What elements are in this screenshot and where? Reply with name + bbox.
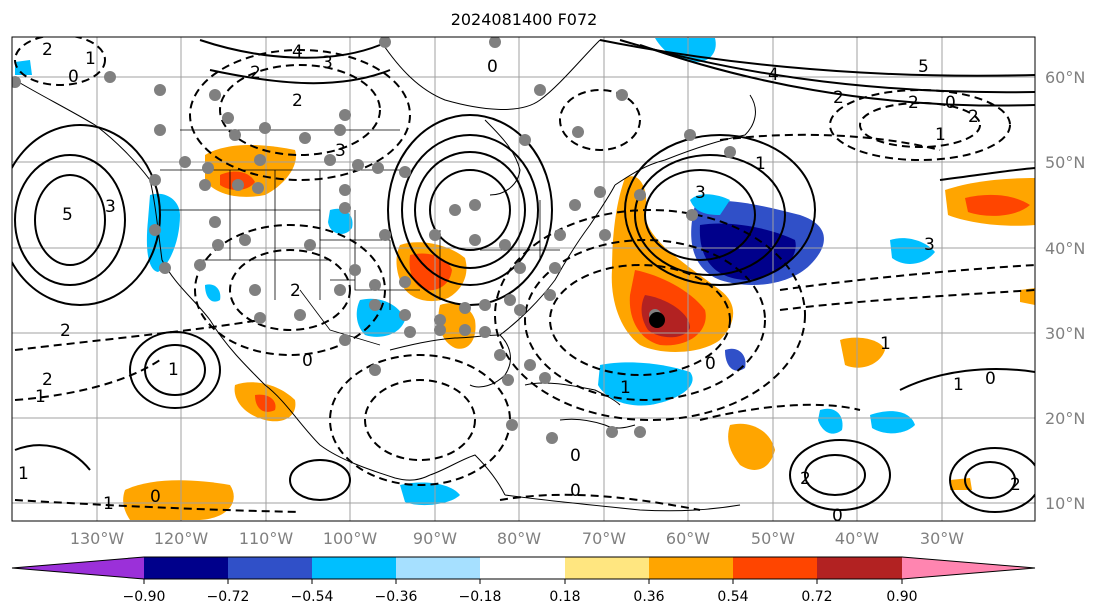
contour-label: 2 bbox=[60, 321, 71, 341]
lat-label: 60°N bbox=[1045, 68, 1085, 87]
contour-label: 1 bbox=[880, 334, 891, 354]
contour-label: 0 bbox=[570, 481, 581, 501]
contour-label: 0 bbox=[985, 369, 996, 389]
contour-label: 0 bbox=[150, 487, 161, 507]
colorbar-tick: −0.36 bbox=[375, 589, 418, 605]
contour-label: 0 bbox=[487, 57, 498, 77]
dashed-contours bbox=[14, 37, 1035, 513]
colorbar-tick: −0.90 bbox=[123, 589, 166, 605]
contour-label: 2 bbox=[292, 91, 303, 111]
colorbar-tick: 0.72 bbox=[801, 589, 832, 605]
colorbar-extension-high bbox=[902, 557, 1035, 579]
contour-label: 2 bbox=[42, 370, 53, 390]
lat-label: 10°N bbox=[1045, 494, 1085, 513]
contour-label: 2 bbox=[250, 63, 261, 83]
colorbar-tick: 0.90 bbox=[886, 589, 917, 605]
colorbar-extension-low bbox=[12, 557, 144, 579]
lat-label: 50°N bbox=[1045, 153, 1085, 172]
contour-label: 0 bbox=[945, 93, 956, 113]
colorbar-segment bbox=[817, 557, 902, 579]
colorbar-tick-labels: −0.90 −0.72 −0.54 −0.36 −0.18 0.18 0.36 … bbox=[123, 589, 918, 605]
colorbar-tick: −0.54 bbox=[291, 589, 334, 605]
contour-label: 2 bbox=[290, 281, 301, 301]
lon-label: 110°W bbox=[239, 529, 294, 548]
coastlines bbox=[14, 39, 756, 512]
lat-label: 40°N bbox=[1045, 239, 1085, 258]
colorbar-tick-marks bbox=[143, 579, 903, 584]
contour-labels: 2 4 3 2 2 0 1 5 3 0 2 1 0 1 2 3 2 0 1 1 … bbox=[18, 40, 1021, 526]
lat-label: 20°N bbox=[1045, 409, 1085, 428]
contour-label: 3 bbox=[335, 141, 346, 161]
colorbar-segment bbox=[565, 557, 650, 579]
center-marker bbox=[649, 312, 665, 328]
colorbar: −0.90 −0.72 −0.54 −0.36 −0.18 0.18 0.36 … bbox=[11, 556, 1036, 605]
contour-label: 4 bbox=[292, 42, 303, 62]
contour-label: 1 bbox=[85, 49, 96, 69]
contour-label: 2 bbox=[1010, 475, 1021, 495]
colorbar-tick: −0.18 bbox=[459, 589, 502, 605]
contour-label: 1 bbox=[103, 494, 114, 514]
graticule bbox=[12, 37, 1035, 521]
colorbar-segment bbox=[228, 557, 313, 579]
solid-contours bbox=[12, 39, 1035, 513]
contour-label: 1 bbox=[35, 387, 46, 407]
colorbar-segment bbox=[396, 557, 481, 579]
lon-label: 90°W bbox=[413, 529, 457, 548]
contour-label: 1 bbox=[168, 360, 179, 380]
colorbar-segment bbox=[312, 557, 397, 579]
lon-label: 60°W bbox=[666, 529, 710, 548]
political-borders bbox=[160, 129, 560, 346]
map-frame bbox=[11, 36, 1036, 522]
contour-label: 1 bbox=[18, 464, 29, 484]
station-dots bbox=[12, 37, 736, 444]
contour-label: 2 bbox=[968, 107, 979, 127]
contour-label: 2 bbox=[42, 40, 53, 60]
contour-label: 0 bbox=[570, 446, 581, 466]
latitude-labels: 60°N 50°N 40°N 30°N 20°N 10°N bbox=[1045, 68, 1085, 513]
contour-label: 1 bbox=[620, 378, 631, 398]
colorbar-segment bbox=[144, 557, 229, 579]
map-background bbox=[12, 37, 1035, 521]
colorbar-tick: −0.72 bbox=[207, 589, 250, 605]
lat-label: 30°N bbox=[1045, 324, 1085, 343]
map-title: 2024081400 F072 bbox=[450, 10, 598, 29]
contour-label: 0 bbox=[832, 506, 843, 526]
contour-label: 1 bbox=[953, 375, 964, 395]
contour-label: 0 bbox=[705, 354, 716, 374]
lon-label: 130°W bbox=[70, 529, 125, 548]
lon-label: 100°W bbox=[323, 529, 378, 548]
contour-label: 5 bbox=[62, 205, 73, 225]
lon-label: 50°W bbox=[751, 529, 795, 548]
contour-label: 3 bbox=[695, 183, 706, 203]
colorbar-tick: 0.36 bbox=[633, 589, 664, 605]
lon-label: 40°W bbox=[835, 529, 879, 548]
lon-label: 80°W bbox=[497, 529, 541, 548]
contour-label: 1 bbox=[755, 154, 766, 174]
contour-label: 3 bbox=[322, 53, 333, 73]
colorbar-segment bbox=[733, 557, 818, 579]
contour-label: 3 bbox=[105, 197, 116, 217]
colorbar-tick: 0.54 bbox=[717, 589, 748, 605]
colorbar-tick: 0.18 bbox=[549, 589, 580, 605]
contour-label: 3 bbox=[924, 235, 935, 255]
contour-label: 1 bbox=[935, 125, 946, 145]
colorbar-segment bbox=[649, 557, 734, 579]
contour-label: 0 bbox=[68, 67, 79, 87]
contour-label: 2 bbox=[908, 93, 919, 113]
lon-label: 70°W bbox=[582, 529, 626, 548]
contour-label: 5 bbox=[918, 57, 929, 77]
colorbar-segment bbox=[480, 557, 565, 579]
lon-label: 120°W bbox=[154, 529, 209, 548]
contour-label: 2 bbox=[833, 88, 844, 108]
contour-label: 0 bbox=[302, 351, 313, 371]
lon-label: 30°W bbox=[920, 529, 964, 548]
contour-label: 4 bbox=[768, 65, 779, 85]
contour-label: 2 bbox=[800, 469, 811, 489]
longitude-labels: 130°W 120°W 110°W 100°W 90°W 80°W 70°W 6… bbox=[70, 529, 964, 548]
